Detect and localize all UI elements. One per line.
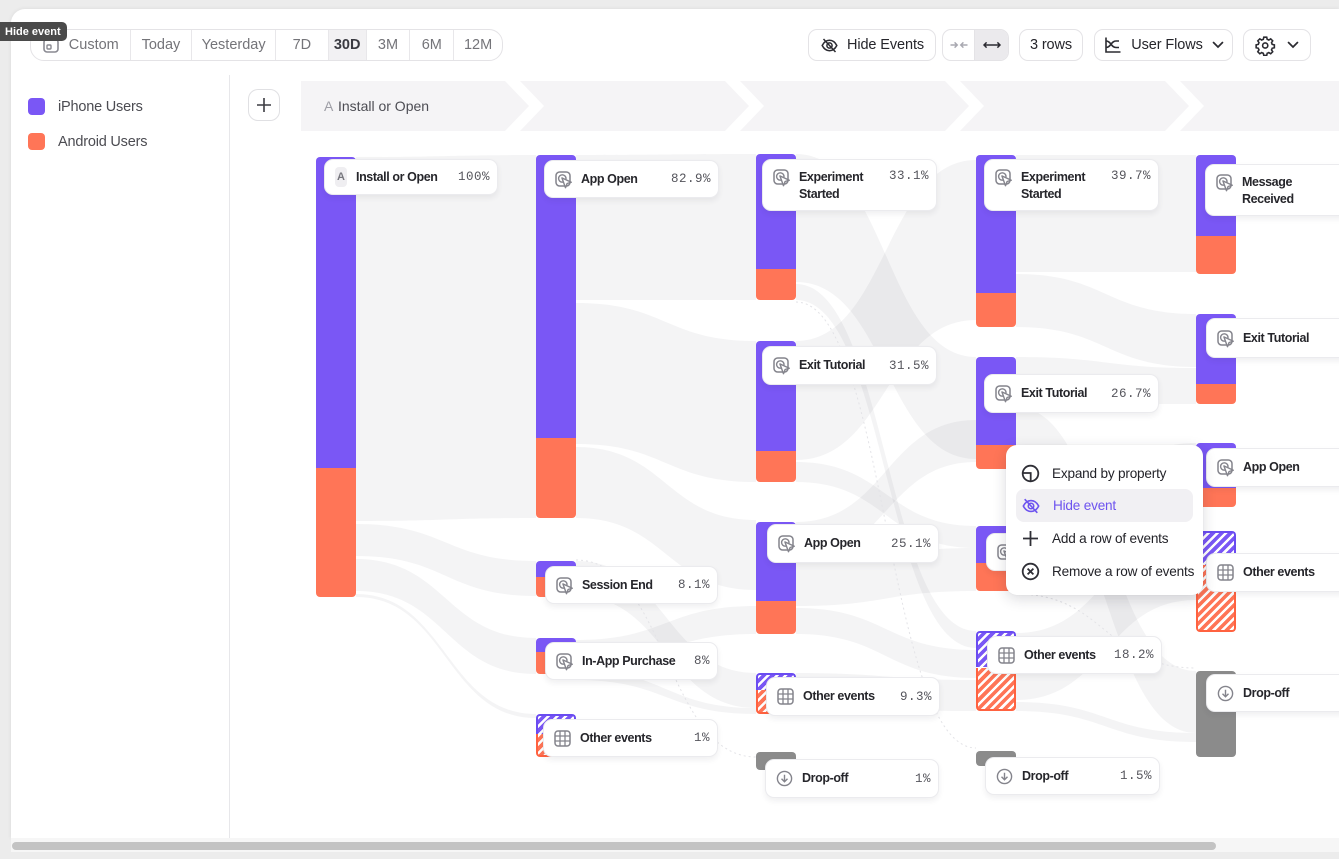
svg-text:Install or Open: Install or Open: [338, 98, 429, 114]
svg-text:A: A: [324, 98, 334, 114]
